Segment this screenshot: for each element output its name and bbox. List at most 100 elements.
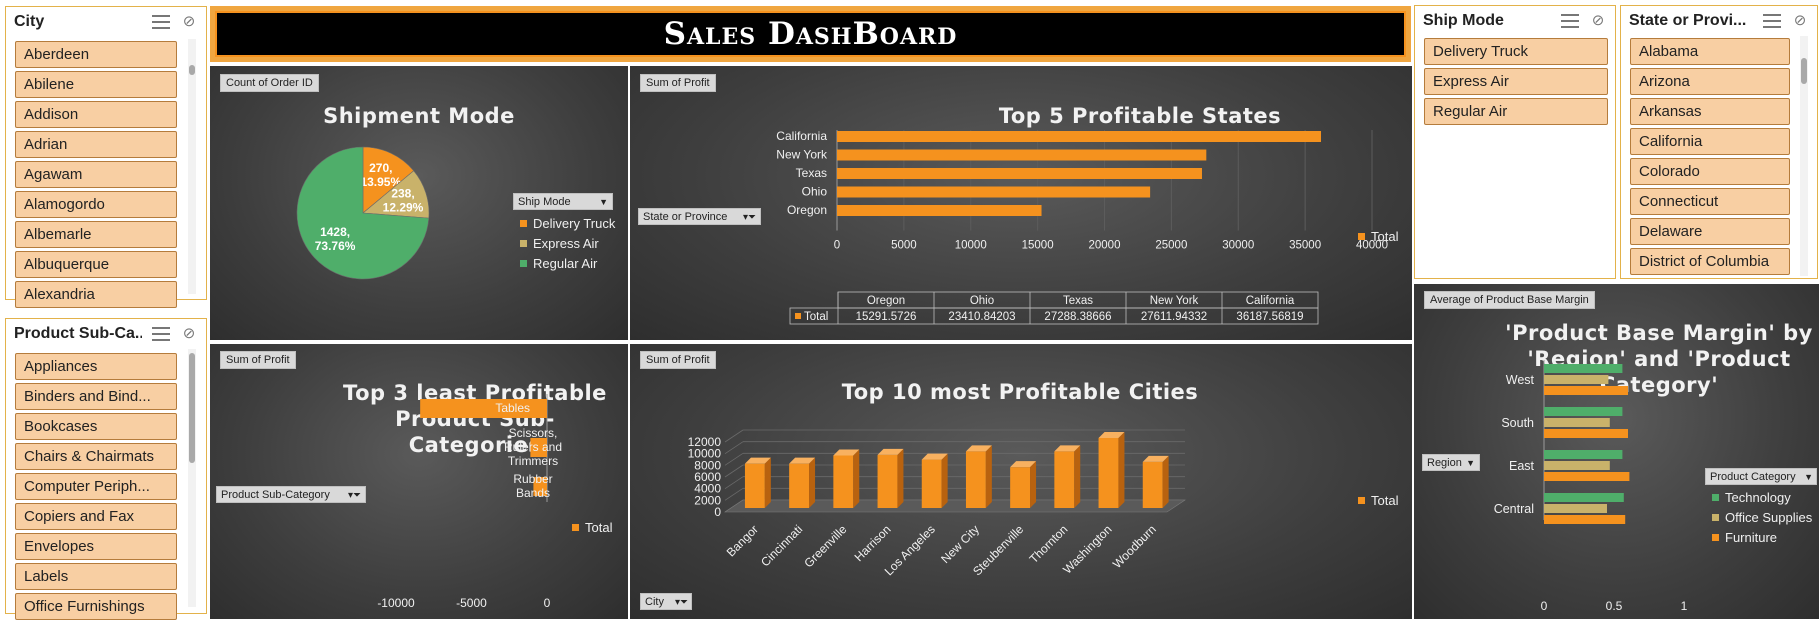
city-slicer-item[interactable]: Adrian: [15, 131, 177, 158]
city-scrollbar[interactable]: [188, 39, 196, 294]
y-tick-label: Tables: [495, 401, 530, 415]
legend-item-regular-air: Regular Air: [520, 253, 615, 273]
sub-category-scrollbar[interactable]: [188, 349, 196, 607]
city-filter-button[interactable]: City ▾⏷: [640, 593, 692, 610]
states-legend: Total: [1358, 226, 1398, 246]
city-slicer-item[interactable]: Albemarle: [15, 221, 177, 248]
column-front: [833, 455, 854, 508]
sum-of-profit-field-button[interactable]: Sum of Profit: [640, 351, 716, 369]
x-tick-label: Bangor: [724, 522, 761, 559]
city-slicer-item[interactable]: Alamogordo: [15, 191, 177, 218]
ship-mode-slicer-item[interactable]: Delivery Truck: [1424, 38, 1608, 65]
sub-category-slicer-item[interactable]: Appliances: [15, 353, 177, 380]
ship-mode-slicer-item[interactable]: Express Air: [1424, 68, 1608, 95]
legend-label: Regular Air: [533, 255, 598, 271]
count-order-id-field-button[interactable]: Count of Order ID: [220, 74, 319, 92]
sub-category-slicer-item[interactable]: Chairs & Chairmats: [15, 443, 177, 470]
sub-category-slicer-item[interactable]: Binders and Bind...: [15, 383, 177, 410]
legend-swatch: [1358, 496, 1365, 504]
clear-filter-icon[interactable]: ⊘: [182, 325, 196, 342]
column-front: [744, 463, 765, 508]
sub-category-slicer: Product Sub-Ca... ⊘ Appliances Binders an…: [5, 318, 207, 620]
x-tick-label: 15000: [1022, 240, 1054, 252]
sub-category-slicer-item[interactable]: Bookcases: [15, 413, 177, 440]
legend-label: Express Air: [533, 235, 599, 251]
ship-mode-legend-button[interactable]: Ship Mode ▼: [513, 193, 613, 210]
product-base-margin-panel: Average of Product Base Margin 'Product …: [1414, 284, 1819, 619]
legend-label: Total: [585, 519, 613, 535]
y-tick-label: West: [1506, 373, 1535, 387]
column-front: [1142, 461, 1163, 508]
column-side: [1030, 461, 1037, 508]
city-slicer-item[interactable]: Agawam: [15, 161, 177, 188]
sum-of-profit-field-button[interactable]: Sum of Profit: [220, 351, 296, 369]
bar: [1544, 515, 1626, 524]
multi-select-icon[interactable]: [1561, 12, 1579, 30]
state-scroll-thumb[interactable]: [1801, 58, 1807, 84]
multi-select-icon[interactable]: [1763, 12, 1781, 30]
pie-slice: [362, 146, 415, 214]
city-slicer-item[interactable]: Aberdeen: [15, 41, 177, 68]
state-slicer-item[interactable]: Colorado: [1630, 158, 1790, 185]
city-slicer-item[interactable]: Addison: [15, 101, 177, 128]
clear-filter-icon[interactable]: ⊘: [1793, 12, 1807, 29]
region-filter-button[interactable]: Region ▼: [1422, 454, 1480, 471]
shipment-mode-title: Shipment Mode: [323, 104, 515, 128]
multi-select-icon[interactable]: [152, 325, 170, 343]
product-category-legend-button[interactable]: Product Category ▼: [1705, 468, 1817, 485]
legend-swatch: [1712, 513, 1719, 521]
sub-category-slicer-title: Product Sub-Ca...: [14, 325, 142, 342]
state-slicer-item[interactable]: Delaware: [1630, 218, 1790, 245]
sub-category-slicer-item[interactable]: Computer Periph...: [15, 473, 177, 500]
x-tick-label: Cincinnati: [758, 522, 805, 569]
ship-mode-slicer-item[interactable]: Regular Air: [1424, 98, 1608, 125]
sub-category-slicer-item[interactable]: Envelopes: [15, 533, 177, 560]
x-tick-label: 35000: [1289, 240, 1321, 252]
state-slicer-item[interactable]: District of Columbia: [1630, 248, 1790, 275]
city-slicer-item[interactable]: Abilene: [15, 71, 177, 98]
top5-states-title: Top 5 Profitable States: [998, 104, 1282, 128]
legend-item-delivery-truck: Delivery Truck: [520, 213, 615, 233]
state-slicer-item[interactable]: Arizona: [1630, 68, 1790, 95]
state-scrollbar[interactable]: [1800, 36, 1808, 276]
ship-mode-slicer-header: Ship Mode ⊘: [1423, 10, 1607, 32]
legend-label: Furniture: [1725, 529, 1778, 545]
x-tick-label: 25000: [1155, 240, 1187, 252]
x-tick-label: Greenville: [801, 522, 849, 570]
legend-item-office-supplies: Office Supplies: [1712, 507, 1812, 527]
multi-select-icon[interactable]: [152, 13, 170, 31]
avg-product-base-margin-field-button[interactable]: Average of Product Base Margin: [1424, 291, 1595, 309]
sub-category-slicer-item[interactable]: Office Furnishings: [15, 593, 177, 620]
sub-category-scroll-thumb[interactable]: [189, 353, 195, 463]
bar: [837, 205, 1042, 216]
state-slicer-item[interactable]: California: [1630, 128, 1790, 155]
clear-filter-icon[interactable]: ⊘: [182, 13, 196, 30]
state-slicer-item[interactable]: Connecticut: [1630, 188, 1790, 215]
margin-title-line1: 'Product Base Margin' by: [1505, 321, 1813, 345]
city-slicer-item[interactable]: Alexandria: [15, 281, 177, 308]
city-slicer-header: City ⊘: [14, 11, 198, 33]
dropdown-icon: ▼: [1466, 458, 1475, 468]
column-top: [833, 449, 860, 456]
sub-category-filter-button[interactable]: Product Sub-Category ▾⏷: [216, 486, 366, 503]
top10-cities-title: Top 10 most Profitable Cities: [841, 380, 1199, 404]
bar: [837, 131, 1322, 142]
pie-data-label: 73.76%: [315, 239, 356, 253]
x-tick-label: 0: [834, 240, 840, 252]
pie-data-label: 238,: [391, 186, 414, 200]
state-slicer-item[interactable]: Arkansas: [1630, 98, 1790, 125]
column-top: [1054, 445, 1081, 452]
sum-of-profit-field-button[interactable]: Sum of Profit: [640, 74, 716, 92]
shipment-pie-chart: 270,13.95%238,12.29% 1428,73.76%: [296, 146, 430, 280]
sub-category-slicer-item[interactable]: Labels: [15, 563, 177, 590]
clear-filter-icon[interactable]: ⊘: [1591, 12, 1605, 29]
city-slicer-item[interactable]: Albuquerque: [15, 251, 177, 278]
city-scroll-thumb[interactable]: [189, 65, 195, 75]
state-slicer-item[interactable]: Alabama: [1630, 38, 1790, 65]
bar: [1544, 493, 1624, 502]
sub-category-slicer-item[interactable]: Copiers and Fax: [15, 503, 177, 530]
y-tick-label: East: [1509, 459, 1535, 473]
column-front: [1010, 467, 1031, 508]
gridline: [724, 464, 744, 478]
state-filter-button[interactable]: State or Province ▾⏷: [638, 208, 761, 225]
